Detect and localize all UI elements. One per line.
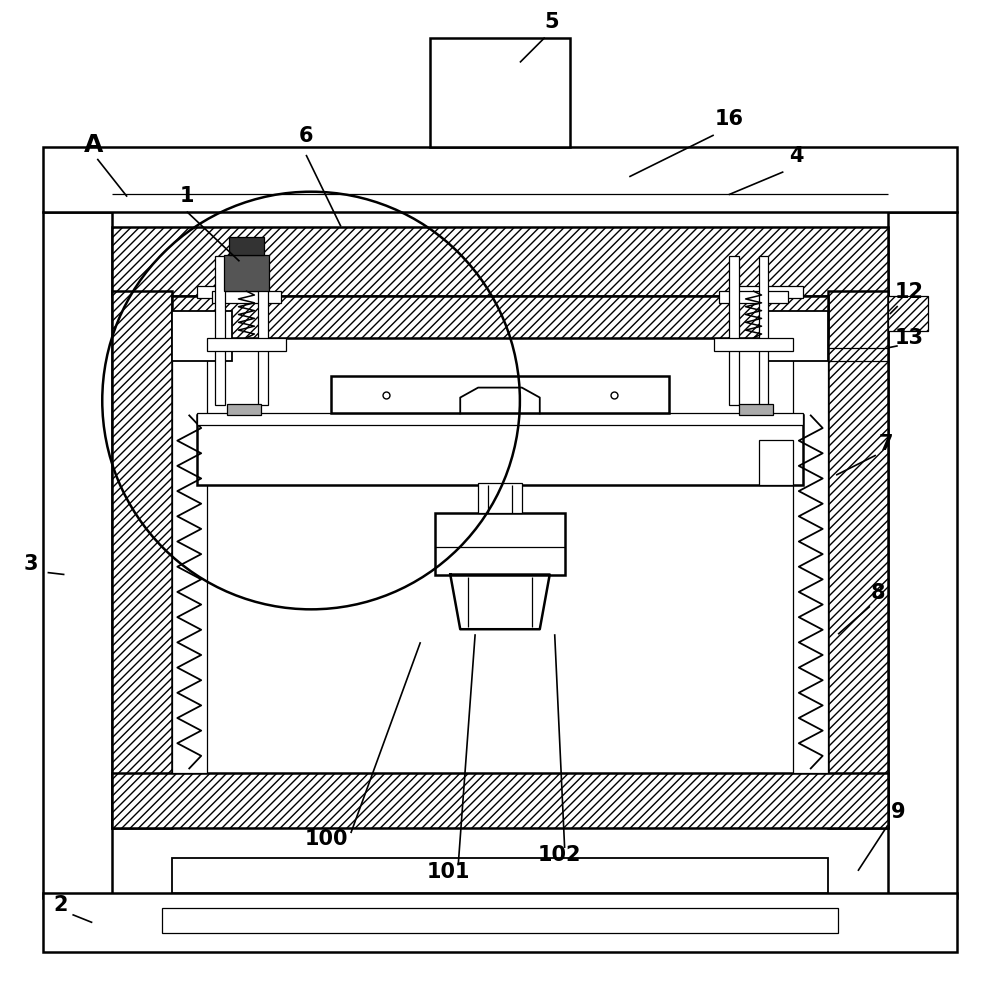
Bar xyxy=(172,858,828,892)
Bar xyxy=(43,212,112,897)
Bar xyxy=(227,404,261,416)
Text: 101: 101 xyxy=(427,862,470,882)
Bar xyxy=(207,338,286,351)
Text: 8: 8 xyxy=(871,583,885,604)
Bar xyxy=(112,773,888,828)
Bar xyxy=(197,416,803,485)
Bar xyxy=(258,256,268,406)
Bar xyxy=(229,237,264,255)
Bar xyxy=(888,296,928,331)
Bar xyxy=(112,227,888,296)
Bar xyxy=(478,483,522,513)
Bar xyxy=(719,292,788,303)
Bar xyxy=(43,892,957,952)
Polygon shape xyxy=(450,574,550,629)
Text: 100: 100 xyxy=(304,829,348,849)
Bar xyxy=(215,256,225,406)
Text: 2: 2 xyxy=(53,894,68,915)
Bar xyxy=(112,292,172,828)
Text: 12: 12 xyxy=(895,282,924,302)
Bar xyxy=(739,404,773,416)
Text: 5: 5 xyxy=(544,12,559,32)
Text: 7: 7 xyxy=(879,434,893,454)
Bar xyxy=(759,256,768,406)
Bar xyxy=(331,375,669,414)
Bar xyxy=(162,907,838,933)
Bar xyxy=(828,292,888,828)
Bar xyxy=(435,513,565,574)
Bar xyxy=(729,256,739,406)
Bar xyxy=(197,287,266,298)
Bar xyxy=(768,311,828,361)
Text: 13: 13 xyxy=(895,328,924,348)
Bar xyxy=(197,414,803,426)
Bar xyxy=(734,287,803,298)
Text: 102: 102 xyxy=(538,845,581,865)
Text: 16: 16 xyxy=(714,109,743,129)
Bar xyxy=(224,255,269,292)
Text: 4: 4 xyxy=(789,146,804,165)
Text: 9: 9 xyxy=(890,802,905,822)
Bar xyxy=(759,440,793,485)
Text: 6: 6 xyxy=(299,126,313,146)
Bar xyxy=(172,296,207,773)
Text: A: A xyxy=(84,133,104,157)
Text: 1: 1 xyxy=(180,185,194,206)
Bar xyxy=(43,147,957,212)
Bar xyxy=(888,212,957,897)
Bar xyxy=(430,37,570,147)
Bar xyxy=(172,311,232,361)
Bar xyxy=(793,296,828,773)
Text: 3: 3 xyxy=(23,554,38,573)
Bar xyxy=(714,338,793,351)
Bar xyxy=(172,296,828,338)
Bar xyxy=(212,292,281,303)
